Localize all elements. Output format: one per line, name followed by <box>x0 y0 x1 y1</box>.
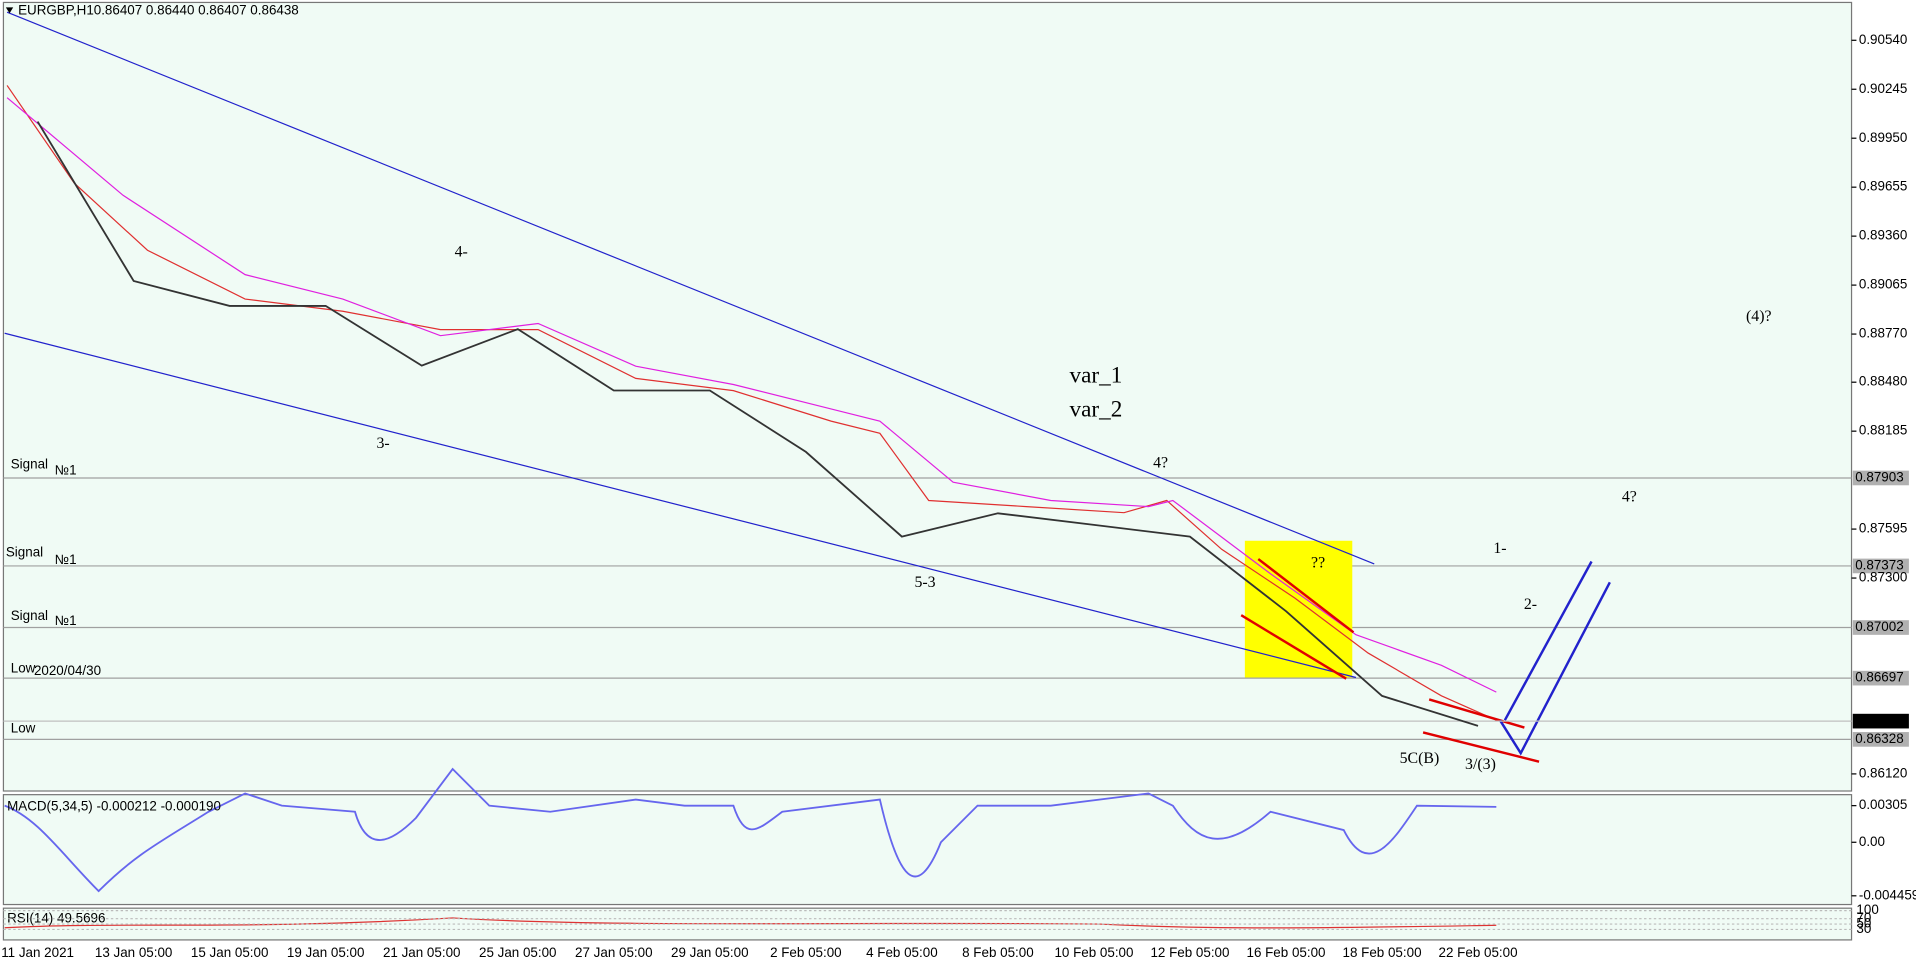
macd-tick-label: 0.00305 <box>1859 797 1907 812</box>
moving-average-slow <box>6 97 1497 693</box>
level-price-box <box>1852 470 1909 486</box>
current-price-box <box>1852 713 1909 729</box>
wedge-line <box>1257 558 1355 634</box>
y-tick-label: 0.90245 <box>1859 81 1907 96</box>
wedge-line <box>1240 614 1347 680</box>
channel-lower <box>4 332 1357 679</box>
level-price: 0.87903 <box>1855 470 1903 485</box>
x-tick-label: 4 Feb 05:00 <box>866 945 938 960</box>
annotation: ?? <box>1311 555 1325 572</box>
wedge-line <box>1428 698 1525 729</box>
ohlc: 0.86407 0.86440 0.86407 0.86438 <box>94 3 299 18</box>
level-tag: №1 <box>55 613 77 628</box>
symbol: EURGBP,H1 <box>18 3 94 18</box>
annotation: var_2 <box>1070 397 1123 423</box>
y-tick-label: 0.89655 <box>1859 179 1907 194</box>
projection <box>1498 581 1611 756</box>
level-price-box <box>1852 620 1909 635</box>
macd-label: MACD(5,34,5) -0.000212 -0.000190 <box>7 798 221 813</box>
y-tick-label: 0.88770 <box>1859 326 1907 341</box>
price-line <box>36 121 1479 727</box>
level-price-box <box>1852 558 1909 574</box>
level-price: 0.86697 <box>1855 670 1903 685</box>
rsi-tick-label: 30 <box>1856 921 1871 936</box>
level-tag: 2020/04/30 <box>34 663 101 678</box>
macd-histogram <box>4 767 1497 893</box>
level-price-box <box>1852 670 1909 686</box>
y-tick-label: 0.89950 <box>1859 130 1907 145</box>
x-tick-label: 22 Feb 05:00 <box>1439 945 1518 960</box>
y-tick-label: 0.89360 <box>1859 228 1907 243</box>
y-tick-label: 0.87595 <box>1859 521 1907 536</box>
x-tick-label: 21 Jan 05:00 <box>383 945 461 960</box>
rsi-tick-label: 50 <box>1856 916 1871 931</box>
x-tick-label: 16 Feb 05:00 <box>1247 945 1326 960</box>
annotation: 5-3 <box>914 574 935 591</box>
x-tick-label: 2 Feb 05:00 <box>770 945 842 960</box>
level-price: 0.86328 <box>1855 731 1903 746</box>
annotation: (4)? <box>1746 308 1772 325</box>
rsi-tick-label: 100 <box>1856 902 1878 917</box>
level-tag: №1 <box>55 463 77 478</box>
annotation: 5C(B) <box>1400 750 1440 767</box>
annotation: 4? <box>1622 489 1637 506</box>
level-label: Signal <box>11 457 48 472</box>
annotation: 2- <box>1524 596 1537 613</box>
x-tick-label: 29 Jan 05:00 <box>671 945 749 960</box>
y-tick-label: 0.90540 <box>1859 32 1907 47</box>
x-tick-label: 8 Feb 05:00 <box>962 945 1034 960</box>
macd-tick-label: 0.00 <box>1859 834 1885 849</box>
x-tick-label: 11 Jan 2021 <box>1 945 74 960</box>
annotation: 1- <box>1493 540 1506 557</box>
annotation: var_1 <box>1070 363 1123 389</box>
x-tick-label: 10 Feb 05:00 <box>1054 945 1133 960</box>
x-tick-label: 27 Jan 05:00 <box>575 945 653 960</box>
x-tick-label: 15 Jan 05:00 <box>191 945 269 960</box>
y-tick-label: 0.86120 <box>1859 765 1907 780</box>
annotation: 3- <box>376 435 389 452</box>
x-tick-label: 13 Jan 05:00 <box>95 945 173 960</box>
annotation: 3/(3) <box>1465 756 1496 773</box>
level-label: Signal <box>6 545 43 560</box>
y-tick-label: 0.88480 <box>1859 374 1907 389</box>
menu-arrow[interactable] <box>5 7 14 14</box>
macd-tick-label: -0.004459 <box>1859 887 1916 902</box>
levels: 0.87903 Signal №1 0.87373 Signal №1 0.87002 Sig… <box>3 457 1909 747</box>
level-label: Low <box>11 660 36 675</box>
x-tick-label: 12 Feb 05:00 <box>1150 945 1229 960</box>
annotation: 4- <box>455 243 468 260</box>
moving-average-fast <box>6 85 1497 721</box>
current-price: 0.86438 <box>1855 713 1903 728</box>
level-price: 0.87373 <box>1855 557 1903 572</box>
y-tick-label: 0.88185 <box>1859 423 1907 438</box>
macd-panel <box>2 794 1853 906</box>
main-panel <box>2 1 1853 792</box>
level-label: Signal <box>11 608 48 623</box>
x-tick-label: 18 Feb 05:00 <box>1343 945 1422 960</box>
channel-upper <box>6 11 1375 565</box>
level-tag: №1 <box>55 552 77 567</box>
level-price-box <box>1852 732 1909 747</box>
y-tick-label: 0.89065 <box>1859 277 1907 292</box>
rsi-label: RSI(14) 49.5696 <box>7 911 105 926</box>
wedge-line <box>1422 731 1540 763</box>
rsi-tick-label: 70 <box>1856 910 1871 925</box>
x-tick-label: 25 Jan 05:00 <box>479 945 557 960</box>
y-tick-label: 0.87300 <box>1859 570 1907 585</box>
x-tick-label: 19 Jan 05:00 <box>287 945 365 960</box>
level-price: 0.87002 <box>1855 619 1903 634</box>
projection <box>1503 560 1593 721</box>
annotation: 4? <box>1153 454 1168 471</box>
level-label: Low <box>11 720 36 735</box>
